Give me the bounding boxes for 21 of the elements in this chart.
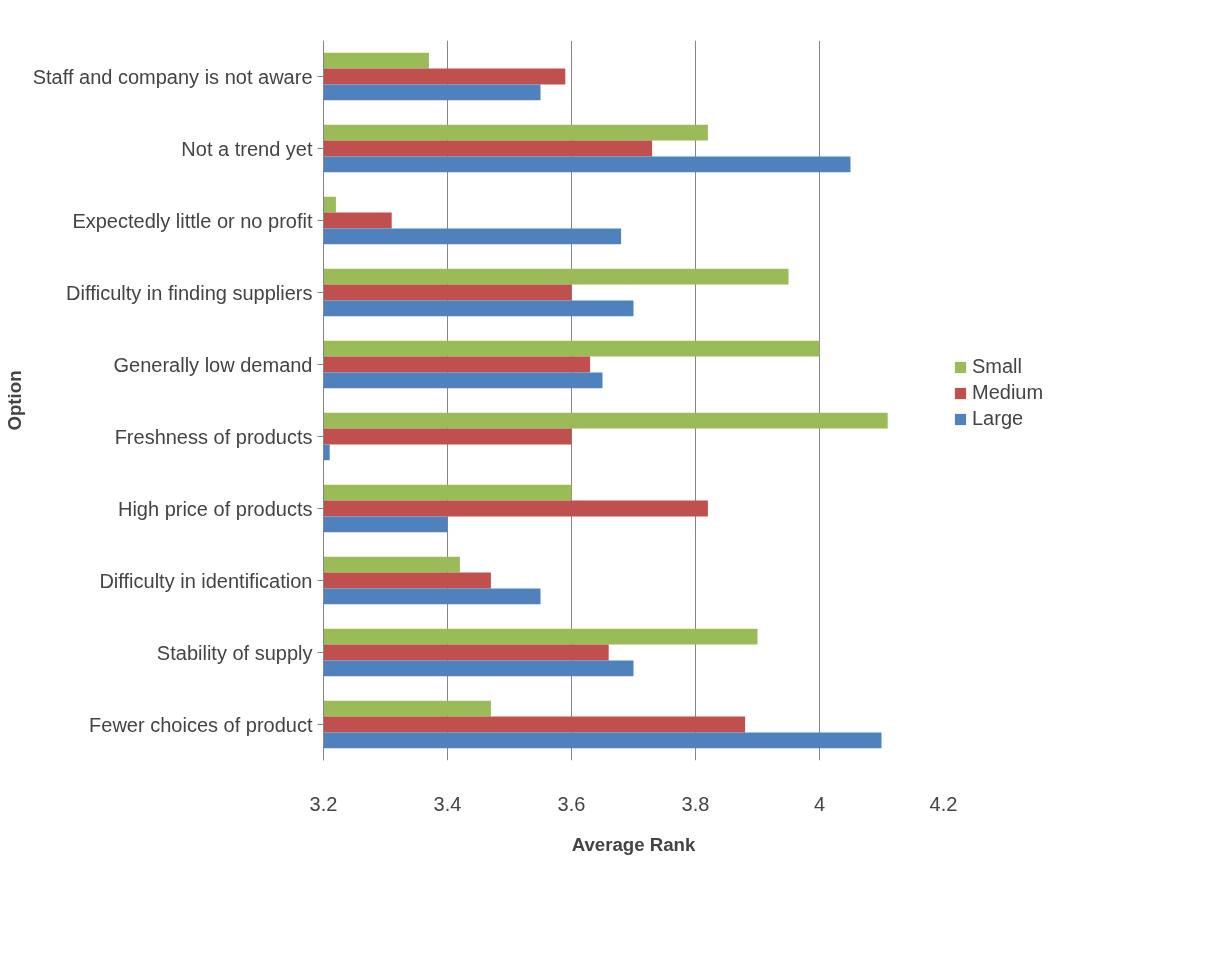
legend-label: Small [972,355,1023,378]
x-tick-label: 4.2 [929,792,958,815]
y-tick-label: Difficulty in finding suppliers [66,281,313,304]
y-tick-label: High price of products [117,497,313,520]
y-tick-label: Stability of supply [156,641,313,664]
legend-label: Medium [972,381,1044,404]
y-tick-label: Fewer choices of product [89,713,313,736]
y-tick-label: Generally low demand [113,353,313,376]
x-tick-label: 3.4 [433,792,462,815]
y-tick-label: Expectedly little or no profit [72,209,313,232]
x-tick-label: 3.2 [309,792,338,815]
legend-label: Large [972,407,1025,430]
y-tick-label: Freshness of products [114,425,313,448]
y-tick-label: Difficulty in identification [99,569,313,592]
y-tick-label: Staff and company is not aware [32,65,313,88]
y-tick-label: Not a trend yet [181,137,313,160]
x-tick-label: 3.8 [681,792,710,815]
y-axis-title: Option [3,370,25,431]
x-tick-label: 3.6 [557,792,586,815]
x-axis-title: Average Rank [571,833,696,855]
x-tick-label: 4 [813,792,826,815]
